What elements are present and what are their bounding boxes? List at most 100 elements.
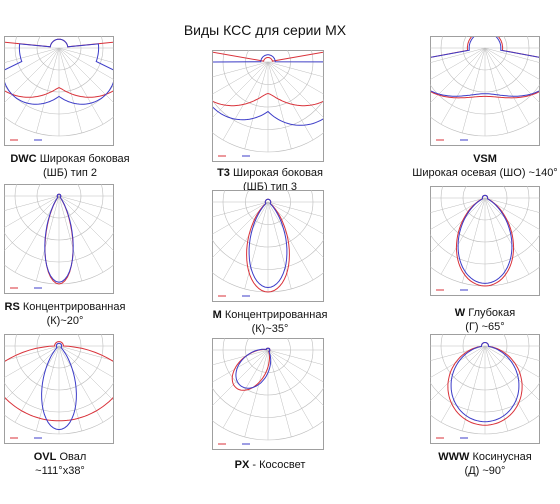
grid-radial [4, 47, 60, 81]
polar-chart-ovl [4, 334, 114, 444]
caption-name: Концентрированная [224, 309, 328, 321]
distribution-curve [450, 342, 520, 423]
grid-radial [430, 345, 486, 402]
polar-chart-m [212, 190, 324, 302]
grid-radial [440, 345, 486, 423]
grid-radial [212, 201, 269, 218]
grid-radial [212, 61, 269, 95]
grid-radial [430, 197, 486, 213]
grid-radial [484, 47, 540, 104]
caption-dwc: DWC Широкая боковая (ШБ) тип 2 [0, 152, 140, 180]
grid-radial [58, 345, 114, 361]
caption-m: M Концентрированная (К)~35° [200, 308, 340, 336]
grid-radial [244, 349, 269, 437]
grid-radial [58, 47, 114, 81]
caption-name: Широкая боковая [39, 153, 130, 165]
grid-radial [4, 345, 60, 402]
grid-radial [440, 197, 486, 275]
grid-radial [430, 47, 486, 81]
grid-radial [430, 345, 486, 379]
grid-radial [212, 349, 269, 383]
caption-line2: (ШБ) тип 3 [243, 181, 297, 193]
caption-line2: (Д) ~90° [464, 465, 506, 477]
grid-radial [267, 349, 314, 429]
grid-radial [267, 349, 324, 407]
grid-radial [58, 195, 114, 229]
caption-px: PX - Косоcвет [200, 458, 340, 472]
grid-radial [267, 201, 314, 281]
grid-radial [267, 201, 324, 235]
distribution-curve [235, 347, 272, 389]
grid-radial [4, 47, 60, 104]
polar-panel-px [212, 338, 324, 450]
polar-panel-vsm [430, 36, 540, 146]
caption-code: W [454, 307, 466, 319]
caption-line2: (К)~20° [46, 315, 84, 327]
grid-radial [267, 349, 292, 437]
caption-code: M [212, 309, 222, 321]
grid-radial [267, 61, 324, 95]
polar-panel-www [430, 334, 540, 444]
grid-radial [58, 47, 114, 63]
distribution-curve [457, 194, 513, 284]
grid-radial [430, 197, 486, 254]
grid-radial [58, 195, 114, 252]
grid-radial [244, 61, 269, 149]
grid-radial [58, 345, 83, 432]
grid-radial [212, 349, 269, 366]
grid-radial [267, 201, 324, 218]
caption-name: Глубокая [468, 307, 516, 319]
grid-radial [484, 47, 509, 134]
caption-code: PX [234, 459, 250, 471]
grid-radial [484, 345, 530, 423]
grid-radial [4, 47, 60, 63]
polar-panel-rs [4, 184, 114, 294]
grid-radial [212, 349, 269, 407]
grid-radial [35, 195, 60, 282]
caption-code: T3 [217, 167, 230, 179]
grid-radial [484, 345, 540, 379]
grid-radial [267, 61, 324, 119]
caption-rs: RS Концентрированная (К)~20° [0, 300, 130, 328]
grid-radial [484, 345, 509, 432]
caption-line2: (К)~35° [251, 323, 289, 335]
grid-radial [35, 345, 60, 432]
polar-panel-dwc [4, 36, 114, 146]
grid-radial [212, 61, 269, 78]
caption-code: OVL [33, 451, 57, 463]
distribution-curve [213, 51, 323, 107]
polar-panel-m [212, 190, 324, 302]
caption-name: - Косоcвет [252, 459, 306, 471]
polar-chart-w [430, 186, 540, 296]
distribution-curve [5, 341, 113, 422]
grid-radial [4, 345, 60, 361]
distribution-curve [213, 54, 323, 126]
grid-radial [484, 47, 540, 63]
caption-code: RS [4, 301, 20, 313]
polar-chart-px [212, 338, 324, 450]
caption-line2: Широкая осевая (ШО) ~140° [412, 167, 558, 179]
grid-radial [222, 61, 269, 141]
grid-radial [430, 47, 486, 104]
grid-radial [484, 345, 540, 402]
grid-radial [14, 47, 60, 125]
grid-radial [4, 195, 60, 211]
polar-chart-dwc [4, 36, 114, 146]
grid-radial [58, 195, 114, 211]
caption-name: Косинусная [472, 451, 532, 463]
grid-radial [484, 197, 540, 231]
grid-radial [461, 47, 486, 134]
grid-radial [267, 349, 324, 383]
grid-radial [58, 345, 104, 423]
grid-radial [4, 195, 60, 229]
grid-radial [4, 195, 60, 252]
polar-chart-rs [4, 184, 114, 294]
polar-chart-www [430, 334, 540, 444]
grid-radial [440, 47, 486, 125]
grid-radial [484, 47, 530, 125]
polar-panel-w [430, 186, 540, 296]
distribution-curve [431, 37, 539, 97]
grid-radial [212, 201, 269, 235]
caption-name: Овал [59, 451, 87, 463]
caption-code: VSM [473, 153, 497, 165]
